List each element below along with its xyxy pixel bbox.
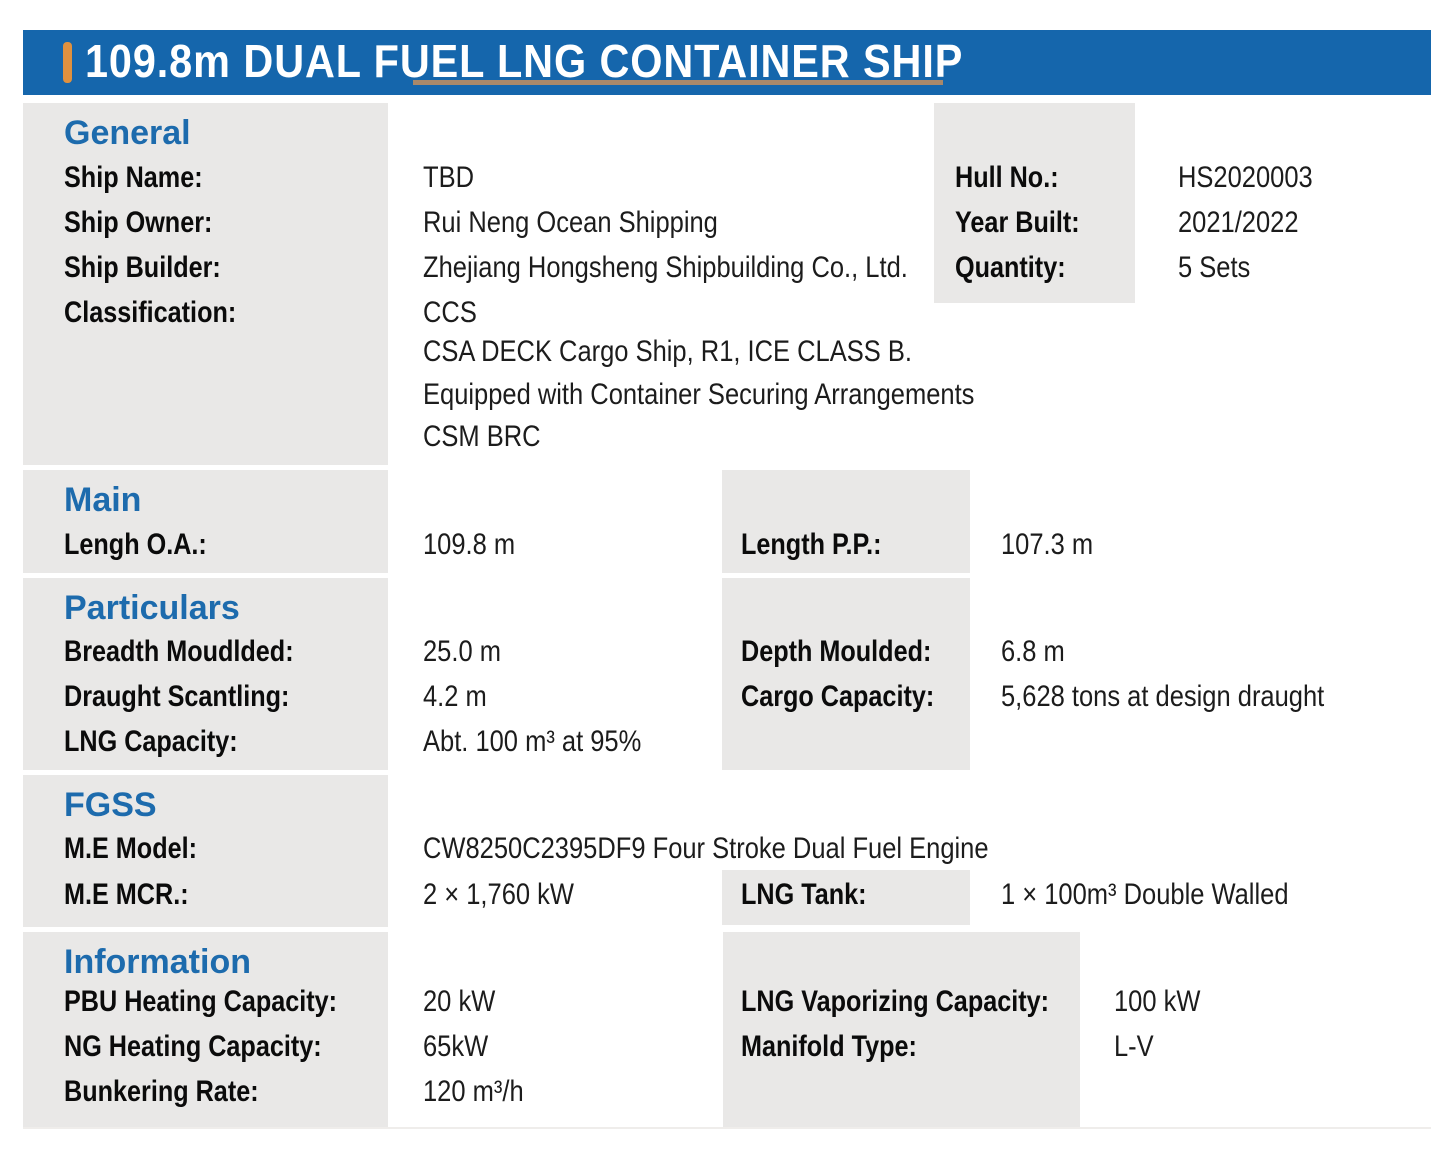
value-length-oa: 109.8 m — [423, 528, 516, 561]
fgss-label-panel — [23, 775, 388, 927]
label-bunkering-rate: Bunkering Rate: — [64, 1075, 259, 1108]
label-ship-name: Ship Name: — [64, 161, 203, 194]
section-title-general: General — [64, 114, 191, 152]
general-label-panel — [23, 103, 388, 465]
section-information: Information PBU Heating Capacity: 20 kW … — [23, 932, 1431, 1128]
page-title: 109.8m DUAL FUEL LNG CONTAINER SHIP — [85, 33, 963, 87]
value-lng-tank: 1 × 100m³ Double Walled — [1001, 878, 1289, 911]
label-draught-scantling: Draught Scantling: — [64, 680, 290, 713]
label-lng-vaporizing-capacity: LNG Vaporizing Capacity: — [741, 985, 1050, 1018]
section-main: Main Lengh O.A.: 109.8 m Length P.P.: 10… — [23, 470, 1431, 573]
value-classification: CCS — [423, 296, 477, 329]
label-lng-tank: LNG Tank: — [741, 878, 867, 911]
value-draught-scantling: 4.2 m — [423, 680, 487, 713]
section-title-information: Information — [64, 943, 251, 981]
value-lng-capacity: Abt. 100 m³ at 95% — [423, 725, 642, 758]
value-hull-no: HS2020003 — [1178, 161, 1313, 194]
label-lng-capacity: LNG Capacity: — [64, 725, 238, 758]
label-me-model: M.E Model: — [64, 832, 197, 865]
value-pbu-heating-capacity: 20 kW — [423, 985, 496, 1018]
label-pbu-heating-capacity: PBU Heating Capacity: — [64, 985, 338, 1018]
value-me-mcr: 2 × 1,760 kW — [423, 878, 574, 911]
label-length-pp: Length P.P.: — [741, 528, 882, 561]
title-underline — [413, 80, 943, 85]
value-me-model: CW8250C2395DF9 Four Stroke Dual Fuel Eng… — [423, 832, 989, 865]
page-title-prefix: 109.8m — [85, 34, 231, 87]
value-length-pp: 107.3 m — [1001, 528, 1094, 561]
label-ship-owner: Ship Owner: — [64, 206, 213, 239]
bottom-divider — [23, 1127, 1431, 1129]
section-particulars: Particulars Breadth Moudlded: 25.0 m Dra… — [23, 578, 1431, 770]
value-ship-name: TBD — [423, 161, 474, 194]
value-ng-heating-capacity: 65kW — [423, 1030, 489, 1063]
value-classification-line4: CSM BRC — [423, 420, 541, 453]
value-lng-vaporizing-capacity: 100 kW — [1114, 985, 1201, 1018]
main-right-label-panel — [722, 470, 970, 573]
value-bunkering-rate: 120 m³/h — [423, 1075, 524, 1108]
section-title-fgss: FGSS — [64, 786, 157, 824]
label-ship-builder: Ship Builder: — [64, 251, 221, 284]
section-general: General Ship Name: TBD Ship Owner: Rui N… — [23, 103, 1431, 465]
particulars-right-label-panel — [722, 578, 970, 770]
label-classification: Classification: — [64, 296, 237, 329]
fgss-lng-tank-label-panel — [722, 870, 970, 925]
label-me-mcr: M.E MCR.: — [64, 878, 189, 911]
value-manifold-type: L-V — [1114, 1030, 1154, 1063]
label-quantity: Quantity: — [955, 251, 1066, 284]
value-breadth-moulded: 25.0 m — [423, 635, 501, 668]
value-year-built: 2021/2022 — [1178, 206, 1299, 239]
label-length-oa: Lengh O.A.: — [64, 528, 207, 561]
particulars-label-panel — [23, 578, 388, 770]
value-ship-builder: Zhejiang Hongsheng Shipbuilding Co., Ltd… — [423, 251, 908, 284]
label-depth-moulded: Depth Moulded: — [741, 635, 932, 668]
value-classification-line3: Equipped with Container Securing Arrange… — [423, 378, 975, 411]
accent-bar-icon — [63, 42, 72, 83]
value-quantity: 5 Sets — [1178, 251, 1251, 284]
label-year-built: Year Built: — [955, 206, 1080, 239]
general-right-label-panel — [934, 103, 1135, 303]
section-fgss: FGSS M.E Model: CW8250C2395DF9 Four Stro… — [23, 775, 1431, 927]
information-label-panel — [23, 932, 388, 1128]
section-title-main: Main — [64, 481, 142, 519]
main-label-panel — [23, 470, 388, 573]
value-cargo-capacity: 5,628 tons at design draught — [1001, 680, 1325, 713]
label-hull-no: Hull No.: — [955, 161, 1059, 194]
label-cargo-capacity: Cargo Capacity: — [741, 680, 935, 713]
label-ng-heating-capacity: NG Heating Capacity: — [64, 1030, 322, 1063]
page-title-main: DUAL FUEL LNG CONTAINER SHIP — [243, 34, 964, 87]
value-classification-line2: CSA DECK Cargo Ship, R1, ICE CLASS B. — [423, 335, 912, 368]
label-manifold-type: Manifold Type: — [741, 1030, 917, 1063]
section-title-particulars: Particulars — [64, 589, 240, 627]
value-ship-owner: Rui Neng Ocean Shipping — [423, 206, 718, 239]
information-right-label-panel — [723, 932, 1080, 1128]
value-depth-moulded: 6.8 m — [1001, 635, 1065, 668]
header-banner: 109.8m DUAL FUEL LNG CONTAINER SHIP — [23, 30, 1431, 95]
label-breadth-moulded: Breadth Moudlded: — [64, 635, 294, 668]
